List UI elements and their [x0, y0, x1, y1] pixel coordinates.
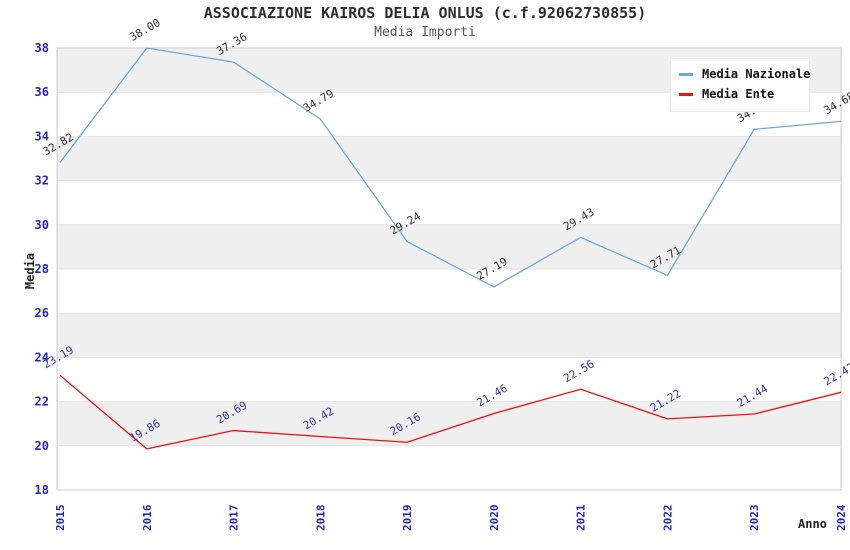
series-line-0: [59, 47, 842, 288]
series-line-1: [59, 374, 842, 450]
y-tick-label: 32: [35, 174, 49, 188]
x-tick-label: 2015: [54, 505, 67, 532]
y-tick-label: 28: [35, 262, 49, 276]
data-label: 38.00: [127, 16, 162, 44]
y-tick-label: 36: [35, 85, 49, 99]
y-tick-label: 20: [35, 439, 49, 453]
x-tick-label: 2021: [575, 504, 588, 531]
y-tick-label: 38: [35, 41, 49, 55]
y-tick-label: 26: [35, 306, 49, 320]
x-tick-label: 2019: [401, 505, 414, 532]
x-tick-label: 2016: [141, 504, 154, 531]
chart-title: ASSOCIAZIONE KAIROS DELIA ONLUS (c.f.920…: [203, 4, 647, 22]
grid-band: [57, 401, 841, 446]
x-axis-title: Anno: [798, 517, 827, 531]
legend-line-marker-nazionale: [679, 72, 693, 76]
y-tick-label: 34: [35, 129, 49, 143]
x-tick-label: 2017: [228, 505, 241, 532]
grid-band: [57, 224, 841, 269]
plot-border: [56, 47, 842, 491]
y-tick-label: 30: [35, 218, 49, 232]
x-tick-label: 2020: [488, 504, 501, 531]
y-tick-label: 24: [35, 350, 49, 364]
legend-line-marker-ente: [679, 92, 693, 96]
x-tick-label: 2023: [748, 505, 761, 532]
x-tick-label: 2022: [661, 505, 674, 532]
y-tick-label: 22: [35, 395, 49, 409]
legend-label-media-nazionale: Media Nazionale: [702, 67, 811, 81]
legend: Media Nazionale Media Ente: [670, 58, 810, 112]
legend-item-media-ente: Media Ente: [677, 84, 805, 104]
grid-band: [57, 136, 841, 181]
x-tick-label: 2024: [835, 504, 848, 531]
legend-item-media-nazionale: Media Nazionale: [677, 64, 810, 84]
y-axis-title: Media: [23, 252, 37, 290]
legend-label-media-ente: Media Ente: [702, 87, 775, 101]
grid-band: [57, 313, 841, 358]
x-tick-label: 2018: [314, 505, 327, 532]
y-tick-label: 18: [35, 483, 49, 497]
chart-subtitle: Media Importi: [374, 25, 476, 40]
